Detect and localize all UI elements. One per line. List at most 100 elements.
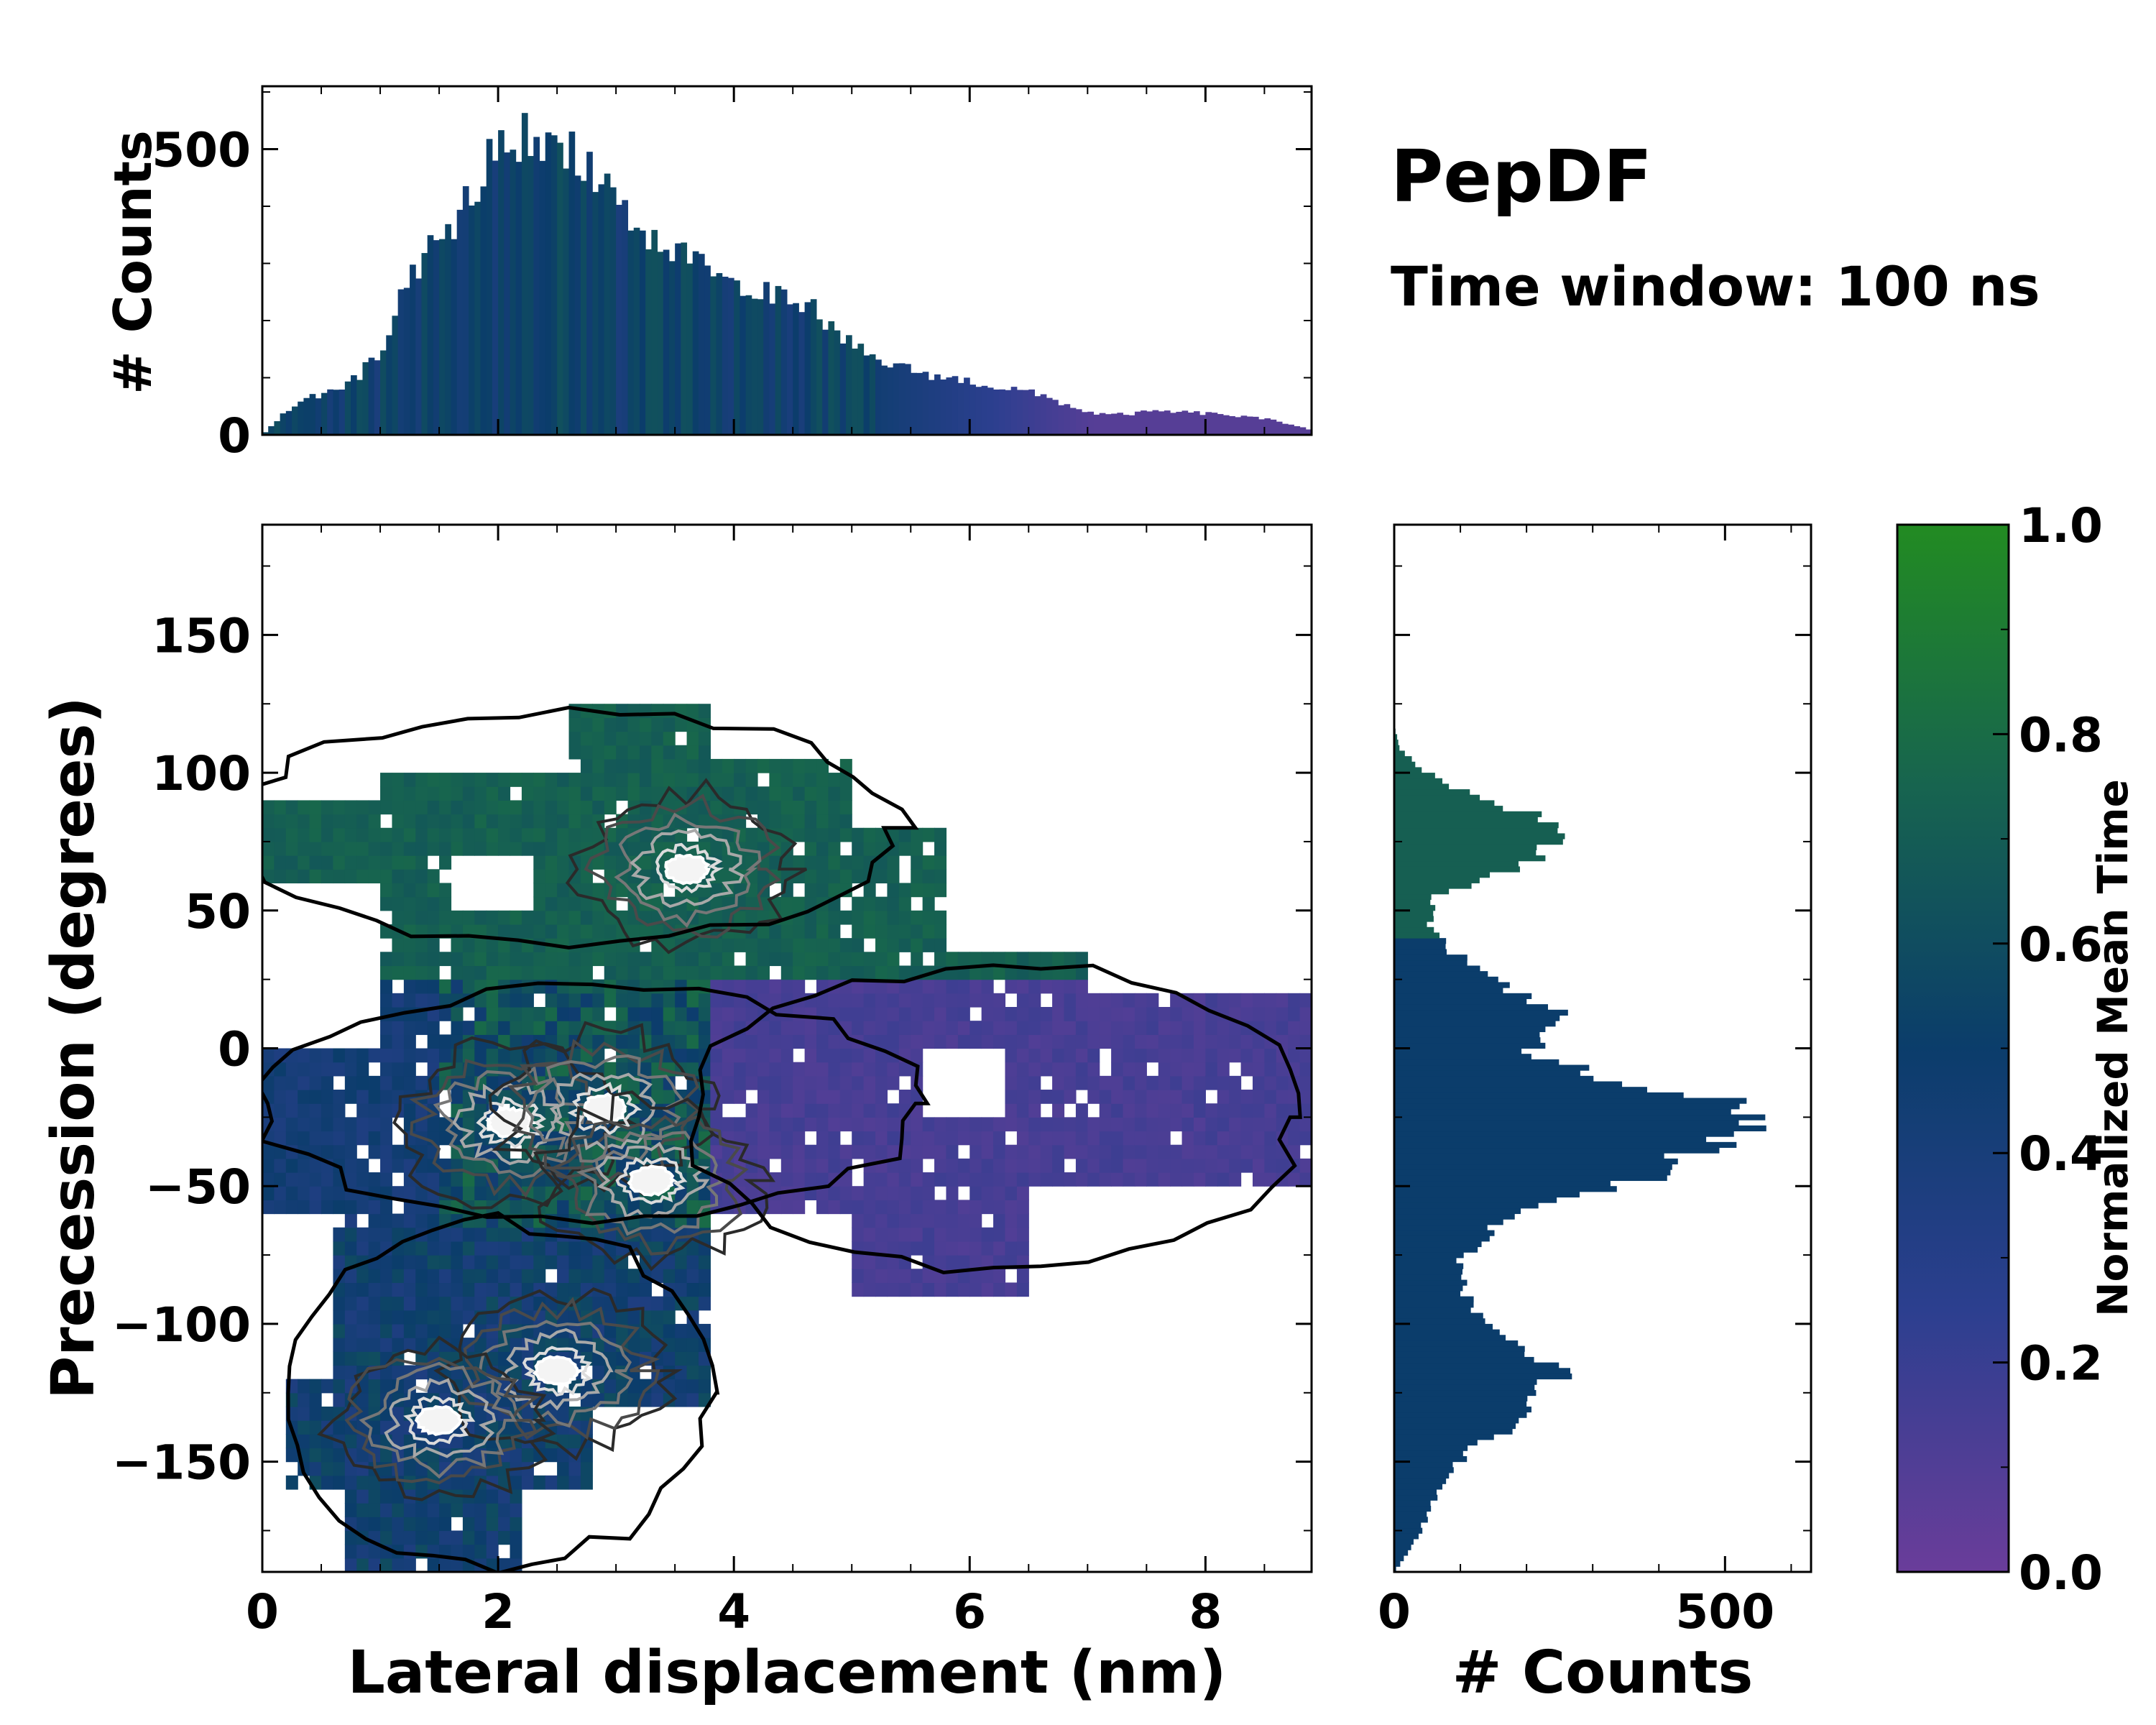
heatmap-cell — [415, 1323, 428, 1338]
right-histogram-bar — [1394, 1191, 1580, 1198]
heatmap-cell — [568, 704, 581, 718]
heatmap-cell — [474, 1158, 487, 1173]
heatmap-cell — [274, 814, 287, 829]
heatmap-cell — [639, 1338, 652, 1352]
top-histogram-bar — [268, 426, 275, 435]
heatmap-cell — [285, 1200, 298, 1215]
heatmap-cell — [498, 1255, 511, 1269]
heatmap-cell — [934, 924, 947, 939]
heatmap-cell — [498, 1006, 511, 1021]
heatmap-cell — [946, 1006, 959, 1021]
heatmap-cell — [1075, 1048, 1088, 1063]
heatmap-cell — [1205, 993, 1218, 1008]
heatmap-cell — [875, 1075, 888, 1090]
main-ylabel: Precession (degrees) — [40, 696, 108, 1399]
heatmap-cell — [557, 855, 570, 870]
heatmap-cell — [780, 786, 793, 801]
top-histogram-bar — [905, 364, 911, 435]
heatmap-cell — [1123, 1172, 1135, 1187]
heatmap-cell — [344, 1323, 357, 1338]
heatmap-cell — [911, 841, 923, 856]
heatmap-cell — [333, 827, 346, 842]
heatmap-cell — [1028, 979, 1041, 994]
heatmap-cell — [510, 773, 522, 787]
heatmap-cell — [368, 1323, 381, 1338]
heatmap-cell — [498, 1048, 511, 1063]
heatmap-cell — [722, 827, 734, 842]
heatmap-cell — [568, 1461, 581, 1476]
heatmap-cell — [863, 1103, 876, 1118]
heatmap-cell — [356, 1200, 369, 1215]
heatmap-cell — [1264, 1075, 1277, 1090]
density-contour — [344, 1356, 540, 1485]
heatmap-cell — [828, 910, 841, 925]
heatmap-cell — [392, 827, 405, 842]
heatmap-cell — [380, 1269, 393, 1284]
heatmap-cell — [392, 1255, 405, 1269]
heatmap-cell — [1229, 1048, 1242, 1063]
heatmap-cell — [415, 1021, 428, 1035]
heatmap-cell — [545, 1475, 558, 1490]
heatmap-cell — [675, 1034, 688, 1049]
heatmap-cell — [875, 1227, 888, 1242]
heatmap-cell — [1170, 1172, 1183, 1187]
right-histogram-bar — [1394, 893, 1432, 900]
heatmap-cell — [344, 1434, 357, 1449]
top-histogram-bar — [1187, 413, 1194, 435]
right-histogram-bar — [1394, 971, 1488, 978]
heatmap-cell — [380, 1489, 393, 1504]
heatmap-cell — [698, 965, 711, 980]
heatmap-cell — [887, 1021, 900, 1035]
heatmap-cell — [651, 1227, 664, 1242]
heatmap-cell — [627, 841, 640, 856]
heatmap-cell — [804, 869, 817, 884]
heatmap-cell — [521, 965, 534, 980]
heatmap-cell — [604, 745, 617, 760]
heatmap-cell — [804, 800, 817, 815]
heatmap-cell — [981, 1241, 994, 1256]
heatmap-cell — [745, 773, 758, 787]
heatmap-cell — [1099, 1103, 1112, 1118]
heatmap-cell — [462, 800, 475, 815]
heatmap-cell — [580, 1338, 593, 1352]
heatmap-cell — [663, 1379, 676, 1394]
heatmap-cell — [981, 952, 994, 967]
top-histogram-bar — [839, 343, 847, 435]
heatmap-cell — [757, 786, 770, 801]
heatmap-cell — [639, 1006, 652, 1021]
heatmap-cell — [439, 1296, 452, 1311]
heatmap-cell — [839, 1103, 852, 1118]
right-histogram-bar — [1394, 976, 1498, 983]
heatmap-cell — [828, 924, 841, 939]
heatmap-cell — [486, 1227, 499, 1242]
heatmap-cell — [1205, 1062, 1218, 1077]
heatmap-cell — [627, 1338, 640, 1352]
x-tick-label: 0 — [1378, 1584, 1411, 1639]
heatmap-cell — [698, 704, 711, 718]
heatmap-cell — [1158, 1048, 1171, 1063]
heatmap-cell — [887, 1062, 900, 1077]
heatmap-cell — [333, 1200, 346, 1215]
heatmap-cell — [816, 952, 829, 967]
heatmap-cell — [462, 1503, 475, 1517]
heatmap-cell — [1240, 1006, 1253, 1021]
heatmap-cell — [262, 1062, 275, 1077]
heatmap-cell — [922, 1269, 935, 1284]
heatmap-cell — [828, 1048, 841, 1063]
heatmap-cell — [1288, 1021, 1301, 1035]
heatmap-cell — [922, 1034, 935, 1049]
heatmap-cell — [769, 758, 782, 773]
top-histogram-bar — [668, 261, 676, 435]
heatmap-cell — [863, 1255, 876, 1269]
heatmap-cell — [981, 1131, 994, 1146]
heatmap-cell — [568, 731, 581, 746]
top-histogram-bar — [1240, 415, 1248, 435]
heatmap-cell — [722, 855, 734, 870]
heatmap-cell — [356, 1489, 369, 1504]
heatmap-cell — [816, 1117, 829, 1132]
heatmap-cell — [993, 1172, 1006, 1187]
heatmap-cell — [1040, 1006, 1053, 1021]
heatmap-cell — [344, 1461, 357, 1476]
heatmap-cell — [745, 1075, 758, 1090]
heatmap-cell — [828, 1144, 841, 1159]
